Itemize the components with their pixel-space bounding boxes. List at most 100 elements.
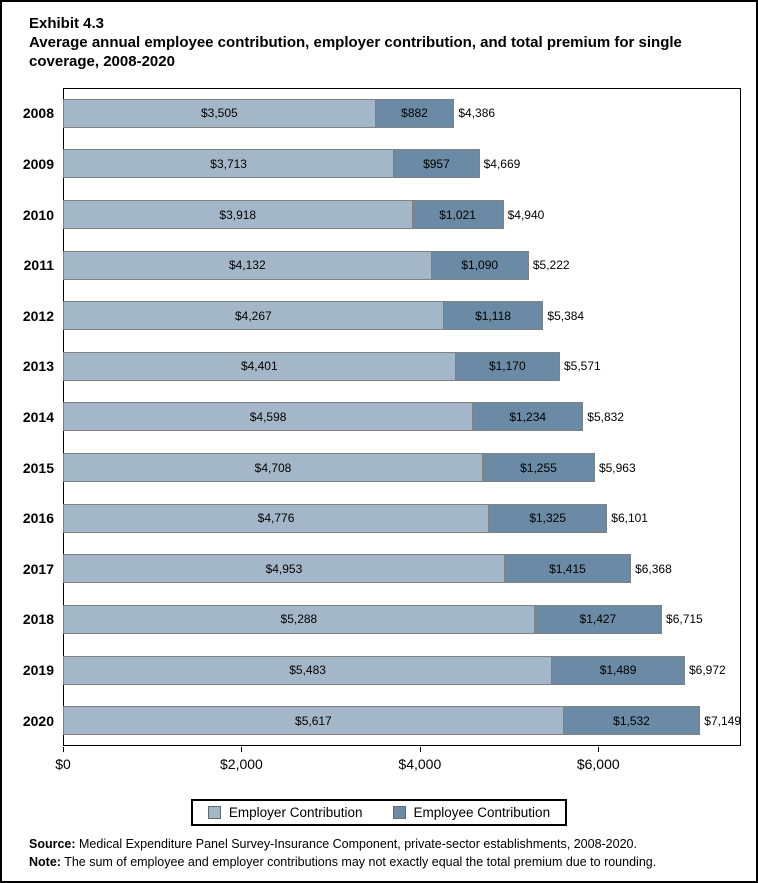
footnotes: Source: Medical Expenditure Panel Survey… — [29, 835, 745, 871]
bar-row: 2011 $4,132 $1,090 $5,222 — [2, 240, 741, 291]
employee-bar-segment: $1,021 — [412, 200, 504, 230]
employer-value-label: $3,918 — [219, 207, 257, 222]
x-axis-tick-label: $6,000 — [576, 756, 620, 772]
bar-track: $4,598 $1,234 $5,832 — [63, 402, 741, 432]
employee-bar-segment: $1,532 — [563, 706, 701, 736]
employer-bar-segment: $5,483 — [63, 655, 553, 685]
note-line: Note: The sum of employee and employer c… — [29, 853, 745, 871]
bar-row: 2012 $4,267 $1,118 $5,384 — [2, 290, 741, 341]
employee-value-label: $1,118 — [475, 308, 511, 323]
employee-bar-segment: $1,427 — [534, 604, 663, 634]
employer-bar-segment: $4,132 — [63, 250, 432, 280]
year-label: 2008 — [22, 105, 54, 122]
year-label: 2016 — [22, 510, 54, 527]
year-label: 2019 — [22, 662, 54, 678]
employee-value-label: $957 — [423, 156, 450, 171]
employer-bar-segment: $4,598 — [63, 402, 474, 432]
bar-track: $4,267 $1,118 $5,384 — [63, 301, 741, 331]
employee-bar-segment: $1,170 — [455, 351, 560, 381]
employer-value-label: $5,483 — [289, 663, 326, 677]
year-label: 2018 — [22, 611, 54, 628]
page-title-line2: coverage, 2008-2020 — [29, 53, 175, 70]
employer-value-label: $5,617 — [295, 713, 332, 728]
employee-value-label: $1,325 — [529, 511, 567, 526]
employer-value-label: $5,288 — [280, 612, 318, 627]
x-axis-tick-mark — [241, 747, 243, 752]
note-text: The sum of employee and employer contrib… — [60, 855, 657, 869]
employee-value-label: $1,427 — [579, 612, 617, 627]
bar-row: 2014 $4,598 $1,234 $5,832 — [2, 392, 741, 443]
total-premium-label: $4,669 — [483, 156, 521, 171]
employee-value-label: $1,415 — [549, 561, 586, 576]
bar-track: $4,132 $1,090 $5,222 — [63, 250, 741, 280]
legend-item-employee: Employee Contribution — [392, 805, 551, 820]
employee-bar-segment: $957 — [394, 149, 480, 179]
bar-row: 2008 $3,505 $882 $4,386 — [2, 88, 741, 139]
employer-bar-segment: $3,918 — [63, 200, 413, 230]
employee-bar-segment: $882 — [375, 98, 455, 128]
year-label: 2013 — [22, 358, 54, 375]
year-label: 2009 — [22, 155, 54, 172]
total-premium-label: $7,149 — [704, 713, 741, 728]
employee-value-label: $1,532 — [613, 713, 650, 728]
total-premium-label: $5,222 — [532, 258, 570, 273]
employer-bar-segment: $5,288 — [63, 604, 535, 634]
employee-bar-segment: $1,489 — [552, 655, 685, 685]
source-line: Source: Medical Expenditure Panel Survey… — [29, 835, 745, 853]
bar-track: $3,713 $957 $4,669 — [63, 149, 741, 179]
employer-bar-segment: $4,267 — [63, 301, 444, 331]
legend-label-employee: Employee Contribution — [413, 805, 551, 820]
employer-value-label: $4,953 — [265, 561, 303, 576]
year-label: 2015 — [22, 459, 54, 476]
year-label: 2011 — [23, 257, 54, 274]
employer-value-label: $4,708 — [254, 460, 292, 475]
x-axis-tick-label: $0 — [55, 756, 71, 772]
employee-bar-segment: $1,090 — [431, 250, 529, 280]
total-premium-label: $4,940 — [507, 207, 545, 222]
total-premium-label: $4,386 — [458, 106, 496, 121]
x-axis-tick-mark — [598, 747, 600, 752]
legend-box: Employer Contribution Employee Contribut… — [190, 799, 568, 826]
employee-bar-segment: $1,325 — [489, 503, 608, 533]
bar-row: 2013 $4,401 $1,170 $5,571 — [2, 341, 741, 392]
x-axis-tick-label: $2,000 — [219, 756, 263, 772]
bar-track: $3,505 $882 $4,386 — [63, 98, 741, 128]
employee-value-label: $1,021 — [439, 207, 476, 222]
employee-value-label: $882 — [401, 106, 428, 121]
x-axis-tick-mark — [63, 747, 64, 752]
bar-rows: 2008 $3,505 $882 $4,386 2009 $3,713 $957 $4,669… — [2, 88, 741, 746]
year-label: 2020 — [22, 712, 54, 729]
title-block: Exhibit 4.3 Average annual employee cont… — [29, 14, 735, 71]
employer-value-label: $3,505 — [200, 106, 238, 121]
bar-row: 2015 $4,708 $1,255 $5,963 — [2, 442, 741, 493]
total-premium-label: $6,972 — [688, 663, 726, 677]
page-title-line1: Average annual employee contribution, em… — [29, 34, 682, 51]
employer-value-label: $4,598 — [249, 409, 287, 424]
total-premium-label: $5,832 — [587, 409, 624, 424]
total-premium-label: $5,963 — [598, 460, 636, 475]
employee-value-label: $1,255 — [520, 460, 557, 475]
bar-track: $4,401 $1,170 $5,571 — [63, 351, 741, 381]
bar-track: $5,288 $1,427 $6,715 — [63, 604, 741, 634]
x-axis: $0 $2,000 $4,000 $6,000 — [55, 747, 741, 781]
employer-value-label: $4,267 — [234, 308, 272, 323]
employer-value-label: $3,713 — [210, 156, 247, 171]
employee-value-label: $1,170 — [488, 359, 526, 374]
employer-swatch-icon — [207, 806, 221, 819]
year-label: 2017 — [22, 560, 54, 577]
employee-swatch-icon — [392, 806, 406, 819]
employer-value-label: $4,132 — [228, 258, 266, 273]
source-label: Source: — [29, 837, 76, 851]
bar-row: 2019 $5,483 $1,489 $6,972 — [2, 645, 741, 696]
bar-row: 2016 $4,776 $1,325 $6,101 — [2, 493, 741, 544]
employer-value-label: $4,401 — [240, 359, 278, 374]
year-label: 2012 — [22, 307, 54, 324]
legend: Employer Contribution Employee Contribut… — [2, 799, 756, 826]
employee-value-label: $1,234 — [509, 409, 547, 424]
employer-bar-segment: $4,401 — [63, 351, 456, 381]
bar-row: 2017 $4,953 $1,415 $6,368 — [2, 543, 741, 594]
year-label: 2010 — [22, 206, 54, 223]
year-label: 2014 — [22, 408, 54, 425]
total-premium-label: $6,101 — [611, 511, 648, 526]
